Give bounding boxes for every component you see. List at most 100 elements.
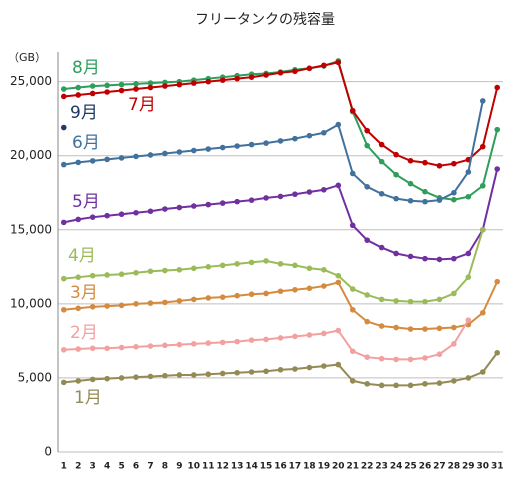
data-point: [436, 325, 443, 332]
data-point: [60, 161, 67, 168]
data-point: [147, 268, 154, 275]
data-point: [364, 142, 370, 149]
data-point: [118, 375, 125, 381]
data-point: [306, 332, 313, 338]
data-point: [205, 264, 212, 270]
data-point: [451, 378, 457, 384]
x-tick-label: 10: [188, 462, 201, 472]
data-point: [248, 259, 255, 266]
data-point: [133, 81, 139, 87]
data-point: [147, 373, 154, 380]
data-point: [422, 298, 428, 305]
data-point: [306, 364, 313, 371]
x-tick-label: 1: [61, 462, 67, 472]
data-point: [219, 339, 226, 346]
data-point: [176, 298, 183, 304]
data-point: [191, 80, 197, 86]
x-tick-label: 29: [462, 462, 475, 472]
y-tick-label: 15,000: [10, 222, 52, 236]
data-point: [393, 250, 399, 257]
data-point: [292, 68, 298, 75]
data-point: [277, 261, 284, 267]
data-point: [248, 74, 255, 80]
data-point: [219, 77, 226, 83]
x-tick-label: 24: [390, 462, 403, 472]
data-point: [176, 204, 183, 211]
x-tick-label: 7: [147, 462, 153, 472]
data-point: [277, 193, 284, 200]
y-axis-label: （GB）: [8, 51, 46, 64]
data-point: [75, 216, 82, 223]
data-point: [176, 341, 183, 348]
data-point: [378, 323, 385, 329]
data-point: [407, 157, 414, 164]
data-point: [436, 351, 443, 358]
x-tick-label: 5: [118, 462, 124, 472]
data-point: [349, 222, 356, 229]
data-point: [234, 292, 240, 299]
data-point: [133, 209, 139, 216]
data-point: [60, 306, 67, 313]
x-tick-label: 2: [75, 462, 81, 472]
data-point: [104, 82, 110, 89]
data-point: [104, 212, 110, 219]
data-point: [292, 135, 298, 142]
data-point: [219, 262, 226, 269]
x-tick-label: 25: [404, 462, 417, 472]
data-point: [465, 375, 472, 381]
data-point: [205, 340, 212, 346]
data-point: [60, 86, 67, 92]
data-point: [60, 379, 67, 386]
data-point: [494, 278, 501, 285]
x-tick-label: 3: [90, 462, 96, 472]
data-point: [451, 324, 457, 331]
data-point: [335, 272, 342, 279]
series-label: 3月: [70, 283, 98, 303]
data-point: [292, 333, 298, 340]
data-point: [349, 170, 356, 177]
y-tick-label: 25,000: [10, 74, 52, 88]
data-point: [104, 375, 110, 382]
data-point: [60, 275, 67, 282]
data-point: [162, 267, 168, 274]
series-label: 1月: [74, 388, 102, 408]
data-point: [234, 338, 240, 345]
data-point: [321, 330, 327, 337]
data-point: [465, 317, 472, 323]
data-point: [422, 355, 428, 361]
data-point: [205, 295, 212, 301]
data-point: [306, 285, 313, 292]
data-point: [89, 272, 96, 279]
data-point: [393, 382, 399, 389]
x-tick-label: 18: [303, 462, 316, 472]
data-point: [89, 376, 96, 383]
data-point: [494, 166, 501, 172]
data-point: [191, 341, 197, 347]
x-tick-label: 12: [216, 462, 229, 472]
data-point: [118, 271, 125, 278]
data-point: [378, 382, 385, 389]
x-tick-label: 26: [419, 462, 432, 472]
x-tick-label: 6: [133, 462, 139, 472]
data-point: [60, 346, 67, 353]
data-point: [349, 306, 356, 313]
series-label: 9月: [70, 103, 98, 123]
data-point: [335, 361, 342, 368]
data-point: [349, 107, 356, 114]
data-point: [118, 155, 125, 161]
data-point: [118, 87, 125, 94]
data-point: [451, 290, 457, 297]
data-point: [393, 195, 399, 202]
data-point: [118, 302, 125, 309]
data-point: [407, 298, 414, 305]
data-point: [89, 83, 96, 89]
data-point: [436, 256, 443, 263]
data-point: [465, 193, 472, 200]
y-tick-label: 20,000: [10, 148, 52, 162]
data-point: [335, 182, 342, 189]
data-point: [191, 372, 197, 378]
data-point: [465, 274, 472, 280]
data-point: [176, 81, 183, 88]
data-point: [335, 327, 342, 334]
data-point: [277, 69, 284, 76]
